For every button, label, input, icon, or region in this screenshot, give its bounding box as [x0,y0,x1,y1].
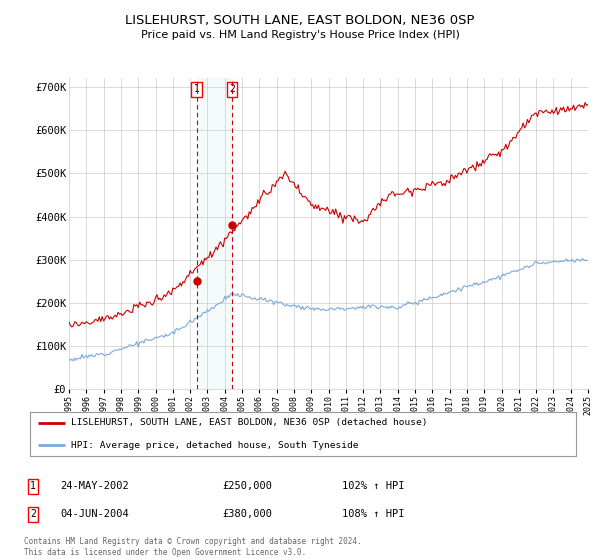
Text: £250,000: £250,000 [222,481,272,491]
Text: 2: 2 [30,509,36,519]
Bar [197,78,232,389]
Text: HPI: Average price, detached house, South Tyneside: HPI: Average price, detached house, Sout… [71,441,358,450]
Text: LISLEHURST, SOUTH LANE, EAST BOLDON, NE36 0SP (detached house): LISLEHURST, SOUTH LANE, EAST BOLDON, NE3… [71,418,427,427]
Text: LISLEHURST, SOUTH LANE, EAST BOLDON, NE36 0SP: LISLEHURST, SOUTH LANE, EAST BOLDON, NE3… [125,14,475,27]
Text: 1: 1 [30,481,36,491]
Text: 1: 1 [194,84,200,94]
Text: 04-JUN-2004: 04-JUN-2004 [60,509,129,519]
Text: 24-MAY-2002: 24-MAY-2002 [60,481,129,491]
Text: 102% ↑ HPI: 102% ↑ HPI [342,481,404,491]
Text: £380,000: £380,000 [222,509,272,519]
Text: Price paid vs. HM Land Registry's House Price Index (HPI): Price paid vs. HM Land Registry's House … [140,30,460,40]
Text: 108% ↑ HPI: 108% ↑ HPI [342,509,404,519]
Text: Contains HM Land Registry data © Crown copyright and database right 2024.
This d: Contains HM Land Registry data © Crown c… [24,537,362,557]
Text: 2: 2 [229,84,235,94]
